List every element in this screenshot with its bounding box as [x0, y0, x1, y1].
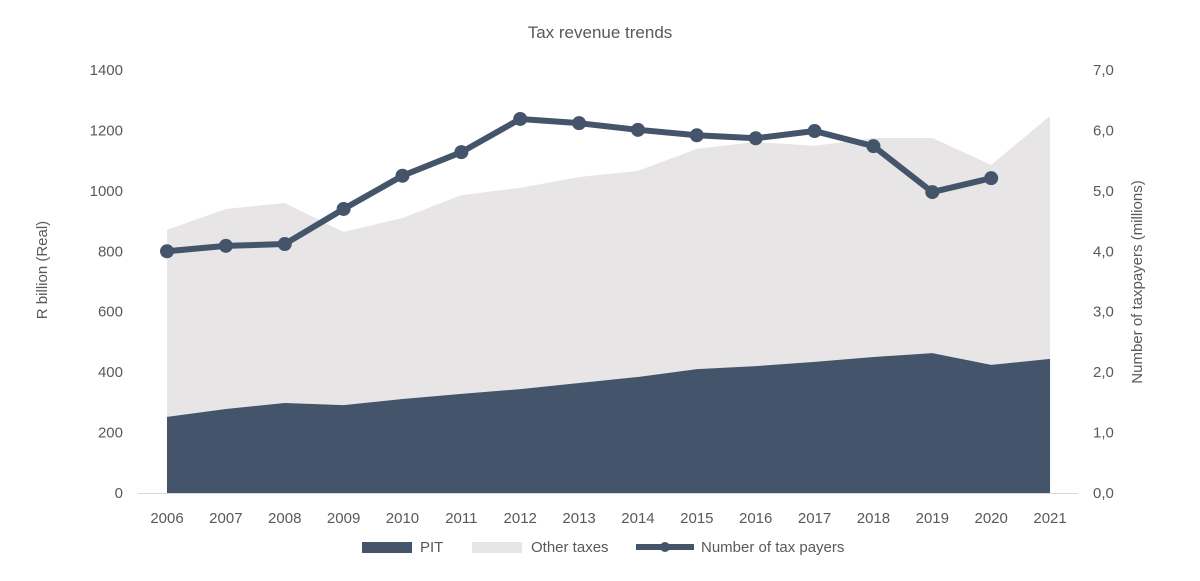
- x-tick-label: 2020: [974, 510, 1007, 527]
- y-tick-label: 800: [98, 243, 123, 260]
- taxpayers-point-2010: [395, 168, 410, 183]
- x-tick-label: 2018: [857, 510, 890, 527]
- legend-label-taxpayers: Number of tax payers: [701, 539, 844, 556]
- x-tick-label: 2021: [1033, 510, 1066, 527]
- taxpayers-point-2014: [630, 122, 645, 137]
- y2-tick-label: 2,0: [1093, 364, 1114, 381]
- y2-tick-label: 0,0: [1093, 485, 1114, 502]
- legend-label-pit: PIT: [420, 539, 443, 556]
- x-tick-label: 2007: [209, 510, 242, 527]
- taxpayers-point-2012: [513, 111, 528, 126]
- taxpayers-point-2009: [336, 201, 351, 216]
- x-tick-label: 2013: [562, 510, 595, 527]
- y-tick-label: 200: [98, 425, 123, 442]
- taxpayers-point-2008: [277, 237, 292, 252]
- y-tick-label: 0: [115, 485, 123, 502]
- area-other-taxes: [167, 115, 1051, 417]
- x-tick-label: 2016: [739, 510, 772, 527]
- x-tick-label: 2012: [504, 510, 537, 527]
- taxpayers-point-2016: [748, 131, 763, 146]
- taxpayers-point-2013: [572, 116, 587, 131]
- chart-title: Tax revenue trends: [528, 23, 673, 42]
- y-tick-label: 1000: [90, 183, 123, 200]
- x-tick-label: 2011: [445, 510, 477, 527]
- taxpayers-point-2006: [160, 244, 174, 259]
- x-tick-label: 2006: [150, 510, 183, 527]
- y2-tick-label: 4,0: [1093, 243, 1114, 260]
- legend-swatch-other-taxes: [472, 542, 522, 553]
- taxpayers-point-2015: [689, 128, 704, 143]
- legend-label-other-taxes: Other taxes: [531, 539, 609, 556]
- taxpayers-point-2019: [925, 185, 940, 200]
- y-tick-label: 1200: [90, 122, 123, 139]
- y2-tick-label: 5,0: [1093, 183, 1114, 200]
- y2-tick-label: 7,0: [1093, 62, 1114, 79]
- x-tick-label: 2009: [327, 510, 360, 527]
- y-tick-label: 400: [98, 364, 123, 381]
- y-tick-label: 600: [98, 304, 123, 321]
- y-tick-label: 1400: [90, 62, 123, 79]
- x-tick-label: 2017: [798, 510, 831, 527]
- y2-tick-label: 3,0: [1093, 304, 1114, 321]
- y-axis-label: R billion (Real): [34, 221, 51, 319]
- area-pit: [167, 353, 1051, 493]
- x-tick-label: 2019: [916, 510, 949, 527]
- legend-swatch-pit: [362, 542, 412, 553]
- taxpayers-point-2011: [454, 145, 469, 160]
- x-tick-label: 2014: [621, 510, 654, 527]
- taxpayers-point-2020: [984, 171, 999, 186]
- taxpayers-point-2007: [218, 238, 233, 253]
- x-tick-label: 2008: [268, 510, 301, 527]
- taxpayers-point-2018: [866, 139, 881, 154]
- y2-axis-label: Number of taxpayers (millions): [1129, 180, 1146, 383]
- x-tick-label: 2015: [680, 510, 713, 527]
- taxpayers-point-2017: [807, 124, 822, 139]
- y2-tick-label: 1,0: [1093, 425, 1114, 442]
- legend: PIT Other taxes Number of tax payers: [362, 539, 844, 556]
- y2-tick-label: 6,0: [1093, 122, 1114, 139]
- legend-marker-taxpayers: [660, 542, 670, 552]
- x-tick-label: 2010: [386, 510, 419, 527]
